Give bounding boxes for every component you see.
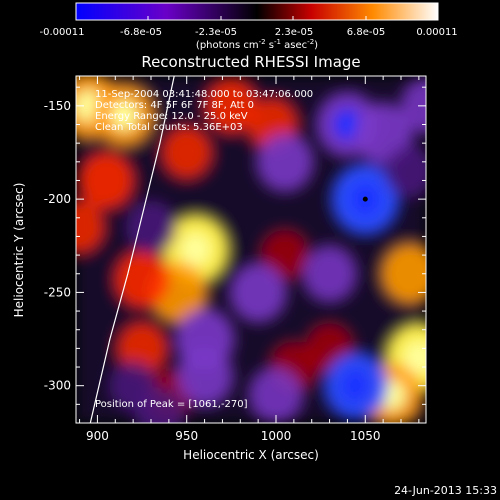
- plot-frame: [75, 75, 427, 424]
- heatmap-blob: [249, 367, 303, 423]
- colorbar-frame: [75, 2, 439, 21]
- heatmap-blob: [76, 200, 105, 254]
- heatmap-blob: [261, 230, 309, 281]
- heatmap-blob: [109, 360, 157, 411]
- colorbar-ticks: [75, 16, 439, 20]
- heatmap: [76, 76, 426, 423]
- annotation-detectors: Detectors: 4F 5F 6F 7F 8F, Att 0: [95, 100, 254, 111]
- colorbar-tick-label: 2.3e-05: [275, 27, 313, 38]
- plot-area: 11-Sep-2004 03:41:48.000 to 03:47:06.000…: [75, 75, 427, 424]
- x-axis-title: Heliocentric X (arcsec): [183, 448, 319, 462]
- heatmap-blob: [125, 200, 177, 254]
- solar-limb-curve: [89, 76, 175, 423]
- y-axis-title: Heliocentric Y (arcsec): [12, 183, 26, 318]
- x-tick-label: 900: [86, 429, 109, 443]
- annotation-time-range: 11-Sep-2004 03:41:48.000 to 03:47:06.000: [95, 89, 313, 100]
- heatmap-blob: [230, 263, 286, 322]
- heatmap-blob: [204, 78, 258, 134]
- x-tick-label: 950: [175, 429, 198, 443]
- x-tick-label: 1050: [350, 429, 381, 443]
- heatmap-blob: [381, 243, 426, 305]
- heatmap-blob: [161, 126, 212, 179]
- chart-title: Reconstructed RHESSI Image: [141, 53, 360, 71]
- heatmap-blob: [114, 250, 170, 309]
- colorbar-tick-label: 0.00011: [416, 27, 457, 38]
- annotation-energy-range: Energy Range: 12.0 - 25.0 keV: [95, 111, 248, 122]
- colorbar-unit-label: (photons cm-2 s-1 asec-2): [196, 38, 318, 51]
- colorbar: -0.00011 -6.8e-05 -2.3e-05 2.3e-05 6.8e-…: [40, 2, 458, 51]
- peak-marker: [362, 196, 368, 202]
- timestamp: 24-Jun-2013 15:33: [394, 484, 497, 497]
- x-tick-label: 1000: [261, 429, 292, 443]
- heatmap-blob-core: [404, 341, 426, 375]
- heatmap-blob: [78, 151, 134, 210]
- annotation-clean-counts: Clean Total counts: 5.36E+03: [95, 122, 243, 133]
- heatmap-blob-core: [180, 233, 211, 266]
- peak-position-label: Position of Peak = [1061,-270]: [95, 399, 248, 410]
- heatmap-blob: [176, 347, 233, 406]
- y-tick-label: -150: [44, 99, 71, 113]
- colorbar-tick-label: -2.3e-05: [195, 27, 237, 38]
- annotation-block: 11-Sep-2004 03:41:48.000 to 03:47:06.000…: [95, 89, 313, 133]
- heatmap-blob-core: [333, 109, 362, 140]
- heatmap-blob: [257, 132, 313, 191]
- heatmap-blob-core: [110, 100, 138, 131]
- y-tick-label: -200: [44, 192, 71, 206]
- y-tick-label: -300: [44, 379, 71, 393]
- colorbar-tick-label: 6.8e-05: [347, 27, 385, 38]
- axes: 900 950 1000 1050 -150 -200 -250 -300: [44, 76, 426, 443]
- heatmap-blob-core: [342, 369, 371, 402]
- heatmap-blob: [384, 144, 426, 198]
- heatmap-blob: [401, 78, 426, 134]
- colorbar-tick-label: -0.00011: [40, 27, 85, 38]
- heatmap-blob: [303, 246, 356, 302]
- y-tick-label: -250: [44, 285, 71, 299]
- colorbar-tick-label: -6.8e-05: [120, 27, 162, 38]
- colorbar-gradient: [76, 3, 438, 20]
